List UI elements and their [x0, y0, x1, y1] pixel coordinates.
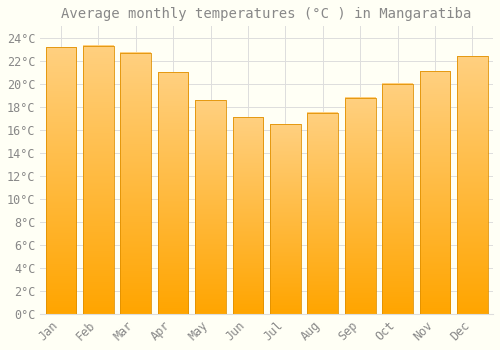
Title: Average monthly temperatures (°C ) in Mangaratiba: Average monthly temperatures (°C ) in Ma… — [62, 7, 472, 21]
